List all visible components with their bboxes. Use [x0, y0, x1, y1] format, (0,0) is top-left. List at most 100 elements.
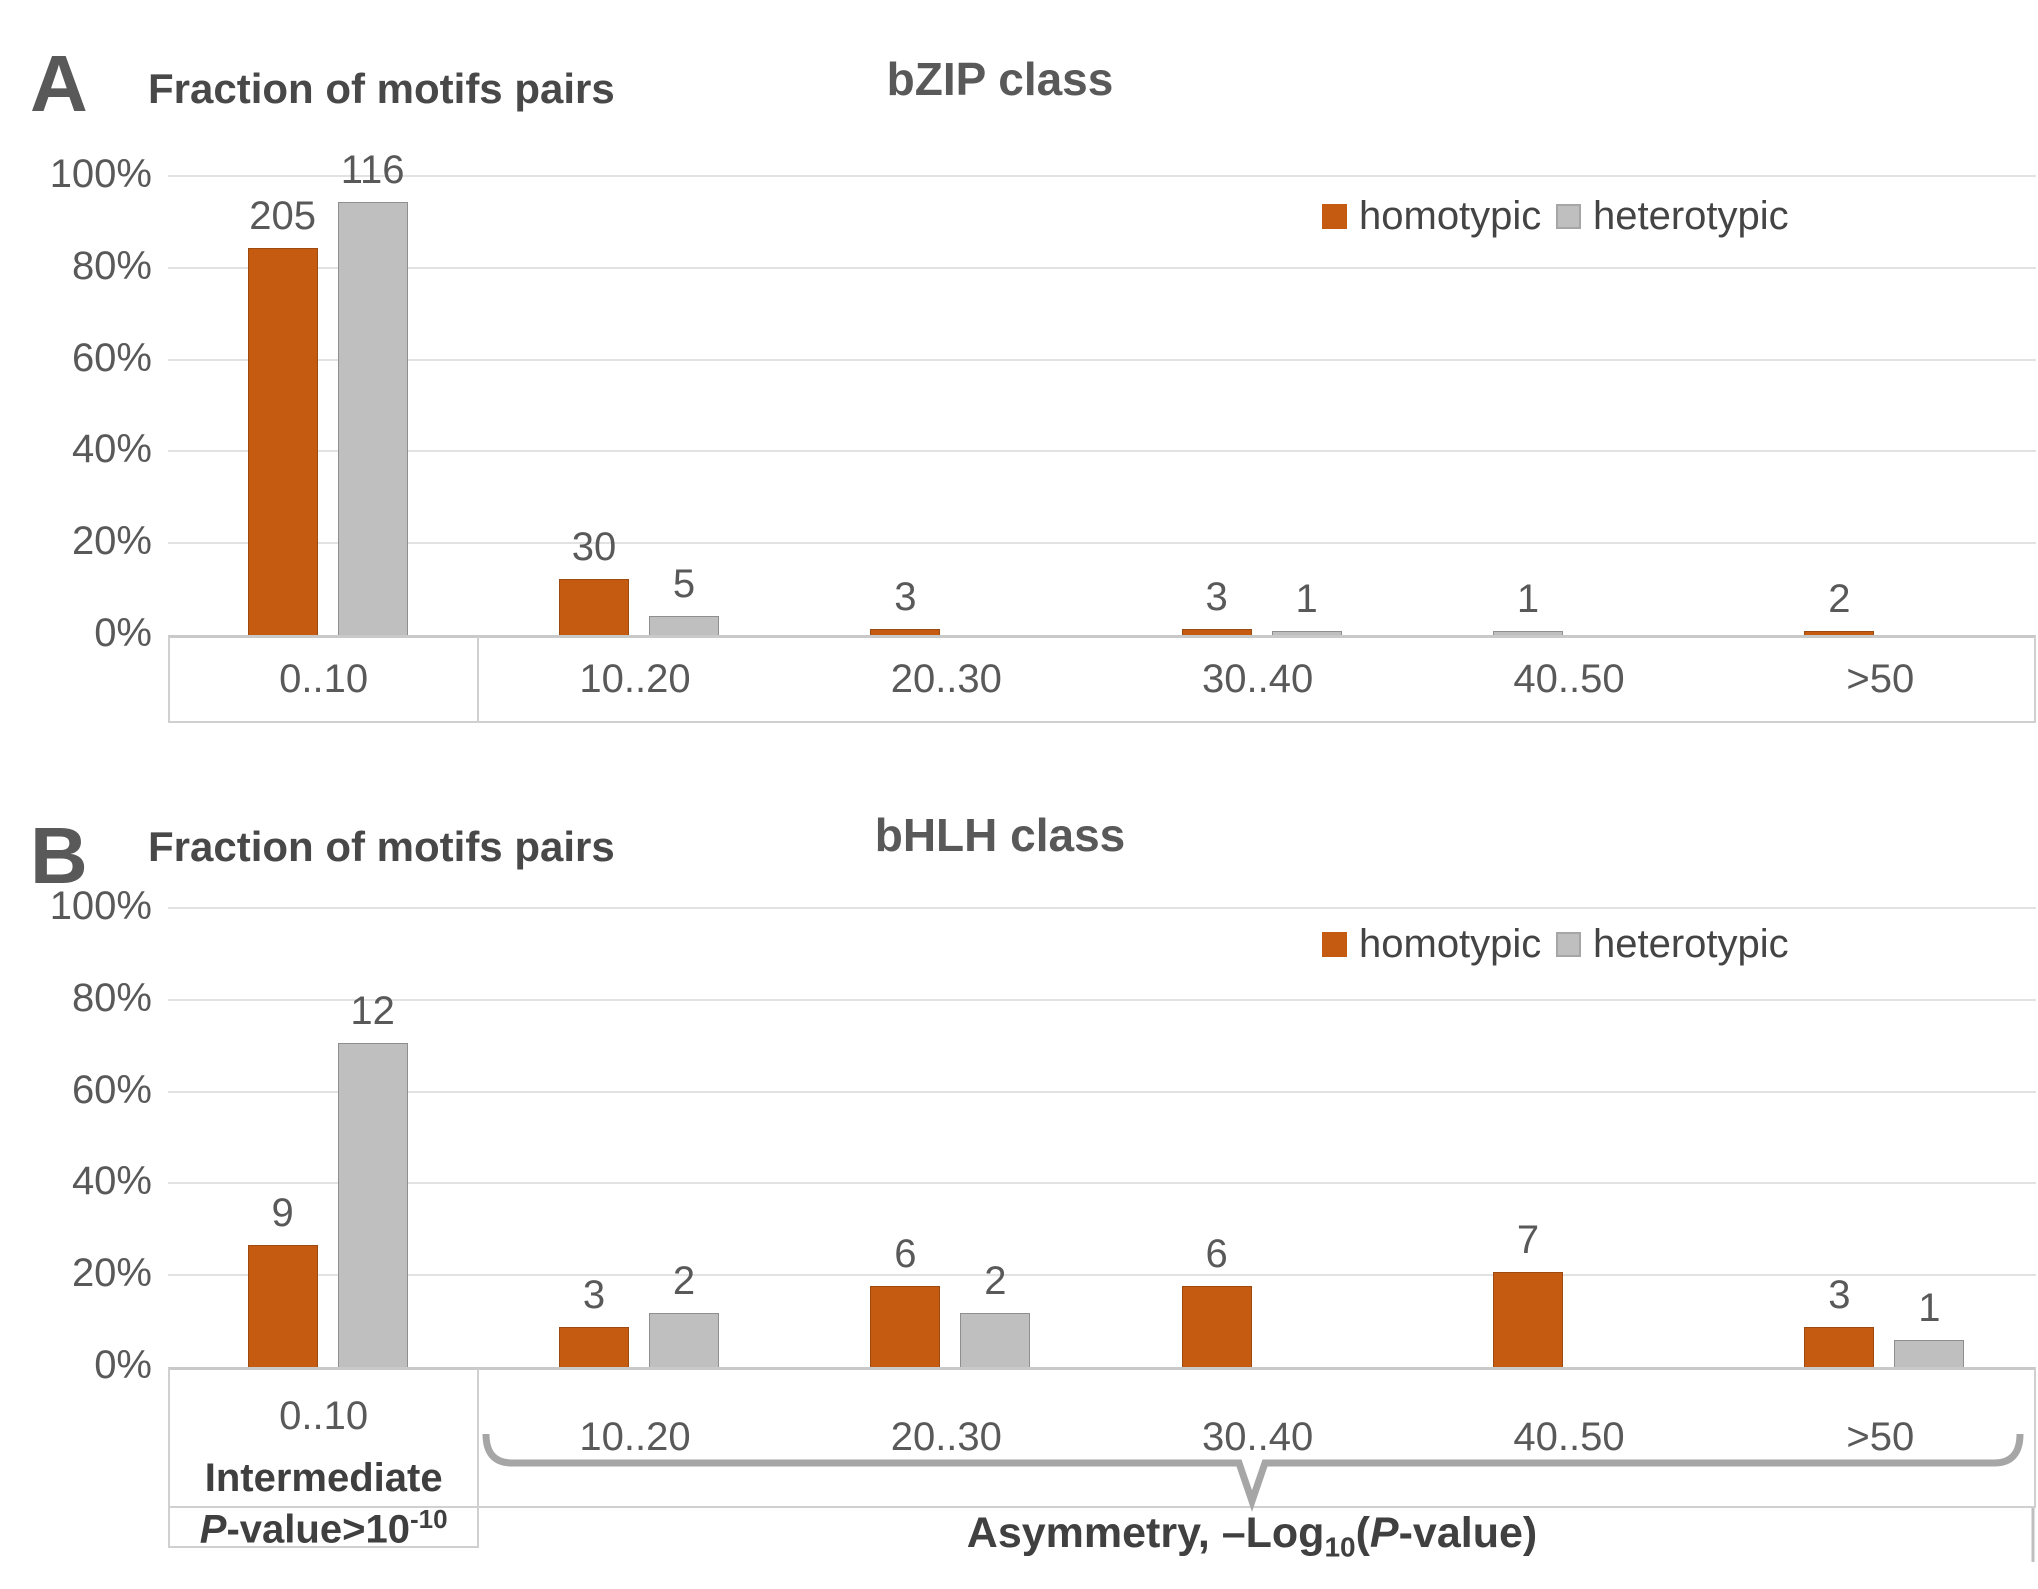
x-axis-first-cell-box [168, 1367, 480, 1548]
bar-value-label: 2 [1828, 577, 1851, 621]
bar-heterotypic [337, 1042, 408, 1367]
bar-value-label: 6 [1205, 1232, 1228, 1277]
legend-item-homotypic: homotypic [1322, 924, 1541, 964]
bar-homotypic [1493, 1272, 1563, 1367]
category-label: 30..40 [1202, 657, 1314, 701]
bar-homotypic [870, 629, 941, 635]
legend-item-homotypic: homotypic [1322, 196, 1541, 236]
y-axis-title-a: Fraction of motifs pairs [148, 65, 615, 112]
gridline [168, 1090, 2036, 1093]
homotypic-swatch-icon [1322, 203, 1347, 229]
gridline [168, 1274, 2036, 1277]
homotypic-swatch-icon [1322, 931, 1347, 957]
intermediate-note-line2: P-value>10-10 [199, 1504, 448, 1552]
bar-value-label: 205 [249, 193, 317, 238]
y-tick-label: 60% [71, 335, 152, 380]
bar-heterotypic [337, 202, 408, 635]
x-axis-label: Asymmetry, –Log10(P-value) [966, 1509, 1538, 1563]
legend-label: heterotypic [1593, 922, 1789, 966]
bar-value-label: 1 [1918, 1285, 1941, 1330]
y-tick-label: 100% [49, 152, 152, 196]
bar-value-label: 1 [1295, 577, 1318, 621]
bar-homotypic [1181, 629, 1252, 635]
category-label: >50 [1846, 657, 1915, 701]
bar-homotypic [247, 247, 318, 635]
bar-heterotypic [1493, 631, 1563, 635]
bar-value-label: 30 [571, 524, 617, 569]
bar-homotypic [559, 578, 629, 635]
y-tick-label: 40% [71, 1159, 152, 1204]
y-tick-label: 100% [49, 884, 152, 928]
panel-letter-a: A [30, 39, 88, 128]
category-label: 0..10 [279, 1394, 369, 1438]
panel-letter-b: B [30, 811, 88, 900]
gridline [168, 1182, 2036, 1185]
chart-title-a: bZIP class [886, 53, 1114, 105]
legend-label: heterotypic [1593, 194, 1789, 238]
bar-value-label: 5 [672, 562, 696, 607]
y-tick-label: 60% [71, 1067, 152, 1112]
y-tick-label: 20% [71, 1251, 152, 1296]
bar-value-label: 12 [350, 988, 395, 1033]
intermediate-note-line1: Intermediate [204, 1456, 443, 1500]
bar-value-label: 9 [271, 1191, 294, 1236]
bar-heterotypic [1894, 1339, 1965, 1367]
category-label: 40..50 [1513, 1415, 1625, 1459]
category-label: 10..20 [579, 1415, 691, 1459]
category-label: 0..10 [279, 657, 369, 701]
bar-value-label: 7 [1516, 1218, 1540, 1263]
gridline [168, 450, 2036, 453]
bar-value-label: 3 [1828, 1272, 1851, 1317]
bar-homotypic [559, 1326, 629, 1367]
y-tick-label: 80% [71, 975, 152, 1020]
category-label: 40..50 [1513, 657, 1625, 701]
y-axis-title-b: Fraction of motifs pairs [148, 823, 615, 870]
bar-value-label: 2 [984, 1258, 1007, 1303]
category-label: 10..20 [579, 657, 691, 701]
bar-value-label: 3 [582, 1272, 606, 1317]
legend-item-heterotypic: heterotypic [1556, 924, 1789, 964]
category-label: >50 [1846, 1415, 1915, 1459]
y-tick-label: 0% [94, 611, 152, 655]
bar-heterotypic [1271, 631, 1342, 635]
bar-homotypic [1804, 1326, 1875, 1367]
y-tick-label: 40% [71, 427, 152, 472]
category-label: 20..30 [890, 657, 1002, 701]
bar-value-label: 2 [672, 1258, 696, 1303]
bar-homotypic [870, 1286, 941, 1367]
chart-title-b: bHLH class [874, 809, 1126, 861]
x-axis-strip [168, 1367, 2036, 1508]
bar-value-label: 6 [894, 1232, 917, 1277]
gridline [168, 542, 2036, 545]
x-axis-strip [168, 635, 2036, 723]
bar-value-label: 1 [1516, 577, 1540, 621]
legend-label: homotypic [1359, 194, 1542, 238]
gridline [168, 175, 2036, 177]
legend-item-heterotypic: heterotypic [1556, 196, 1789, 236]
category-label: 20..30 [890, 1415, 1002, 1459]
gridline [168, 998, 2036, 1001]
y-tick-label: 20% [71, 519, 152, 564]
heterotypic-swatch-icon [1556, 203, 1581, 229]
bar-heterotypic [649, 1312, 719, 1367]
y-tick-label: 80% [71, 243, 152, 288]
gridline [168, 907, 2036, 909]
x-axis-first-cell-box [168, 635, 480, 723]
bar-value-label: 3 [894, 575, 917, 620]
bar-value-label: 116 [340, 148, 405, 193]
bar-homotypic [1181, 1286, 1252, 1367]
category-label: 30..40 [1202, 1415, 1314, 1459]
bar-heterotypic [649, 616, 719, 635]
bar-heterotypic [960, 1312, 1031, 1367]
heterotypic-swatch-icon [1556, 931, 1581, 957]
bar-homotypic [1804, 631, 1875, 635]
legend-label: homotypic [1359, 922, 1542, 966]
gridline [168, 358, 2036, 361]
y-tick-label: 0% [94, 1343, 152, 1387]
gridline [168, 266, 2036, 269]
bar-value-label: 3 [1205, 575, 1228, 620]
